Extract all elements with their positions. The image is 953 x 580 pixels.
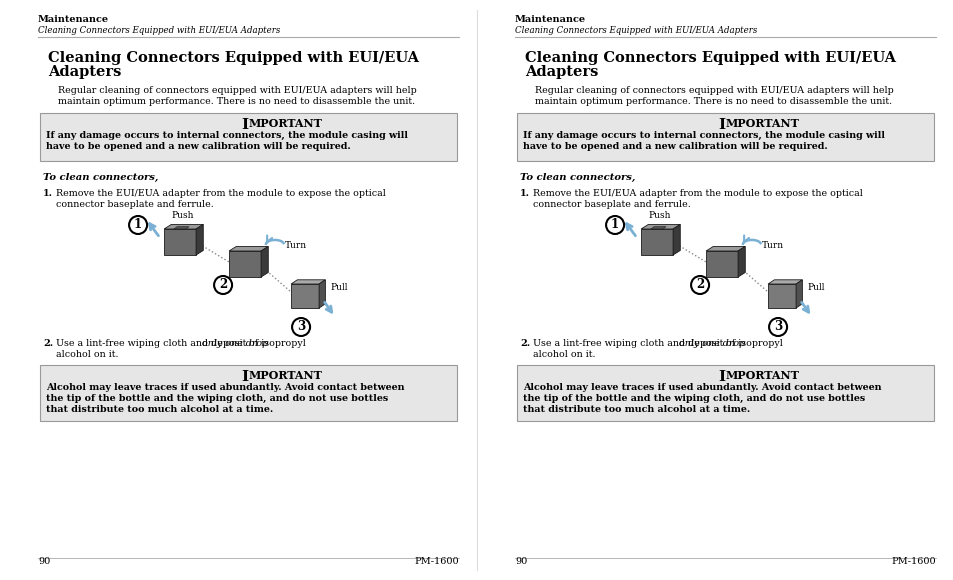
Text: that distribute too much alcohol at a time.: that distribute too much alcohol at a ti…: [522, 405, 749, 414]
Text: Pull: Pull: [807, 284, 824, 292]
Text: PM-1600: PM-1600: [414, 557, 458, 566]
Text: alcohol on it.: alcohol on it.: [533, 350, 595, 359]
Text: alcohol on it.: alcohol on it.: [56, 350, 118, 359]
Text: Alcohol may leave traces if used abundantly. Avoid contact between: Alcohol may leave traces if used abundan…: [522, 383, 881, 392]
Text: If any damage occurs to internal connectors, the module casing will: If any damage occurs to internal connect…: [522, 131, 884, 140]
Text: 1: 1: [133, 219, 142, 231]
Text: 1: 1: [610, 219, 618, 231]
Text: Use a lint-free wiping cloth and deposit: Use a lint-free wiping cloth and deposit: [533, 339, 725, 348]
Text: MPORTANT: MPORTANT: [248, 118, 322, 129]
FancyBboxPatch shape: [517, 113, 933, 161]
Polygon shape: [673, 224, 679, 255]
Circle shape: [768, 318, 786, 336]
Text: I: I: [241, 118, 248, 132]
Text: Turn: Turn: [285, 241, 307, 249]
Text: 1.: 1.: [519, 189, 530, 198]
Polygon shape: [640, 229, 673, 255]
Polygon shape: [640, 224, 679, 229]
Polygon shape: [291, 280, 325, 284]
FancyBboxPatch shape: [517, 365, 933, 421]
Text: connector baseplate and ferrule.: connector baseplate and ferrule.: [56, 200, 213, 209]
Text: Regular cleaning of connectors equipped with EUI/EUA adapters will help: Regular cleaning of connectors equipped …: [58, 86, 416, 95]
Text: Alcohol may leave traces if used abundantly. Avoid contact between: Alcohol may leave traces if used abundan…: [46, 383, 404, 392]
Text: MPORTANT: MPORTANT: [724, 118, 799, 129]
Text: I: I: [718, 370, 724, 384]
Text: Pull: Pull: [331, 284, 348, 292]
Text: Remove the EUI/EUA adapter from the module to expose the optical: Remove the EUI/EUA adapter from the modu…: [533, 189, 862, 198]
Text: Push: Push: [172, 212, 194, 220]
Text: MPORTANT: MPORTANT: [248, 370, 322, 381]
Text: Cleaning Connectors Equipped with EUI/EUA: Cleaning Connectors Equipped with EUI/EU…: [48, 51, 418, 65]
Text: the tip of the bottle and the wiping cloth, and do not use bottles: the tip of the bottle and the wiping clo…: [522, 394, 864, 403]
Polygon shape: [705, 246, 744, 251]
Circle shape: [605, 216, 623, 234]
Text: Turn: Turn: [761, 241, 783, 249]
Text: of isopropyl: of isopropyl: [246, 339, 305, 348]
FancyBboxPatch shape: [40, 365, 456, 421]
Text: Cleaning Connectors Equipped with EUI/EUA Adapters: Cleaning Connectors Equipped with EUI/EU…: [38, 26, 280, 35]
Polygon shape: [795, 280, 801, 308]
Text: only one drop: only one drop: [678, 339, 744, 348]
Text: 2.: 2.: [43, 339, 53, 348]
Polygon shape: [229, 251, 261, 277]
Text: maintain optimum performance. There is no need to disassemble the unit.: maintain optimum performance. There is n…: [535, 97, 891, 106]
Circle shape: [690, 276, 708, 294]
Polygon shape: [767, 280, 801, 284]
Text: 3: 3: [296, 321, 305, 333]
Text: Adapters: Adapters: [48, 65, 121, 79]
Text: Remove the EUI/EUA adapter from the module to expose the optical: Remove the EUI/EUA adapter from the modu…: [56, 189, 385, 198]
Circle shape: [292, 318, 310, 336]
Text: 3: 3: [773, 321, 781, 333]
Text: 90: 90: [38, 557, 51, 566]
Polygon shape: [318, 280, 325, 308]
Text: 1.: 1.: [43, 189, 53, 198]
Text: MPORTANT: MPORTANT: [724, 370, 799, 381]
Text: have to be opened and a new calibration will be required.: have to be opened and a new calibration …: [46, 142, 351, 151]
Text: that distribute too much alcohol at a time.: that distribute too much alcohol at a ti…: [46, 405, 273, 414]
Text: I: I: [241, 370, 248, 384]
Polygon shape: [173, 227, 189, 229]
Text: 2: 2: [219, 278, 227, 292]
Text: 2: 2: [696, 278, 703, 292]
Text: maintain optimum performance. There is no need to disassemble the unit.: maintain optimum performance. There is n…: [58, 97, 415, 106]
Polygon shape: [650, 227, 665, 229]
Polygon shape: [291, 284, 318, 308]
Text: Cleaning Connectors Equipped with EUI/EUA Adapters: Cleaning Connectors Equipped with EUI/EU…: [515, 26, 757, 35]
Polygon shape: [738, 246, 744, 277]
Text: of isopropyl: of isopropyl: [722, 339, 781, 348]
Text: I: I: [718, 118, 724, 132]
Circle shape: [213, 276, 232, 294]
Polygon shape: [261, 246, 268, 277]
Polygon shape: [196, 224, 203, 255]
Text: Adapters: Adapters: [524, 65, 598, 79]
Text: the tip of the bottle and the wiping cloth, and do not use bottles: the tip of the bottle and the wiping clo…: [46, 394, 388, 403]
Text: Maintenance: Maintenance: [38, 15, 109, 24]
Text: 2.: 2.: [519, 339, 530, 348]
Polygon shape: [767, 284, 795, 308]
Text: only one drop: only one drop: [201, 339, 268, 348]
Text: If any damage occurs to internal connectors, the module casing will: If any damage occurs to internal connect…: [46, 131, 408, 140]
Text: To clean connectors,: To clean connectors,: [519, 173, 635, 182]
Text: PM-1600: PM-1600: [890, 557, 935, 566]
Text: Regular cleaning of connectors equipped with EUI/EUA adapters will help: Regular cleaning of connectors equipped …: [535, 86, 893, 95]
Circle shape: [129, 216, 147, 234]
Text: Cleaning Connectors Equipped with EUI/EUA: Cleaning Connectors Equipped with EUI/EU…: [524, 51, 895, 65]
Text: 90: 90: [515, 557, 527, 566]
Text: Push: Push: [648, 212, 671, 220]
Polygon shape: [164, 224, 203, 229]
Text: Use a lint-free wiping cloth and deposit: Use a lint-free wiping cloth and deposit: [56, 339, 249, 348]
FancyBboxPatch shape: [40, 113, 456, 161]
Text: Maintenance: Maintenance: [515, 15, 585, 24]
Polygon shape: [164, 229, 196, 255]
Polygon shape: [705, 251, 738, 277]
Text: connector baseplate and ferrule.: connector baseplate and ferrule.: [533, 200, 690, 209]
Polygon shape: [229, 246, 268, 251]
Text: To clean connectors,: To clean connectors,: [43, 173, 158, 182]
Text: have to be opened and a new calibration will be required.: have to be opened and a new calibration …: [522, 142, 827, 151]
